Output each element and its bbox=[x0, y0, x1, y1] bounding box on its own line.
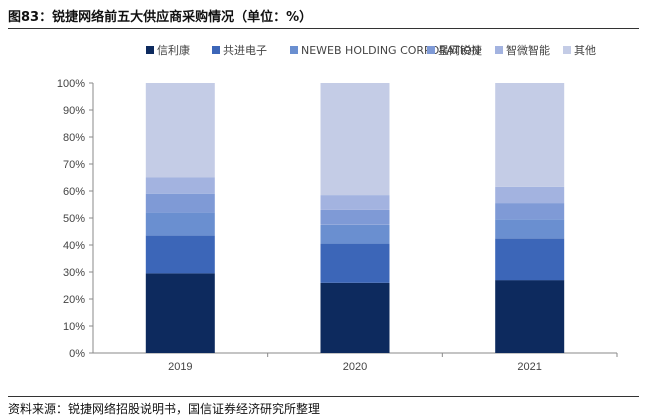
legend-swatch bbox=[290, 46, 298, 54]
bar-segment bbox=[320, 243, 390, 283]
legend-swatch bbox=[563, 46, 571, 54]
y-tick-label: 10% bbox=[63, 321, 85, 333]
y-tick-label: 100% bbox=[57, 78, 85, 90]
legend-swatch bbox=[427, 46, 435, 54]
legend-label: 智微智能 bbox=[506, 43, 550, 57]
bar-segment bbox=[320, 83, 390, 196]
chart-title: 图83：锐捷网络前五大供应商采购情况（单位：%） bbox=[8, 10, 313, 25]
y-tick-label: 60% bbox=[63, 186, 85, 198]
y-tick-label: 50% bbox=[63, 213, 85, 225]
bar-segment bbox=[495, 83, 565, 187]
y-tick-label: 30% bbox=[63, 267, 85, 279]
bar-segment bbox=[495, 219, 565, 239]
x-tick-label: 2021 bbox=[517, 361, 541, 373]
legend-swatch bbox=[146, 46, 154, 54]
legend-swatch bbox=[495, 46, 503, 54]
bar-segment bbox=[495, 203, 565, 220]
bar-segment bbox=[145, 235, 215, 274]
y-tick-label: 0% bbox=[69, 348, 85, 360]
y-tick-label: 80% bbox=[63, 132, 85, 144]
y-tick-label: 20% bbox=[63, 294, 85, 306]
y-tick-label: 70% bbox=[63, 159, 85, 171]
legend-label: NEWEB HOLDING CORPORATION bbox=[301, 44, 480, 57]
legend-label: 信利康 bbox=[157, 43, 190, 57]
bar-segment bbox=[145, 212, 215, 236]
legend-label: 星网锐捷 bbox=[438, 43, 482, 57]
legend-label: 其他 bbox=[574, 44, 596, 57]
bar-segment bbox=[320, 224, 390, 244]
source-divider bbox=[8, 396, 639, 397]
bar-segment bbox=[320, 195, 390, 210]
y-tick-label: 90% bbox=[63, 105, 85, 117]
source-note: 资料来源：锐捷网络招股说明书，国信证券经济研究所整理 bbox=[8, 402, 321, 416]
y-tick-label: 40% bbox=[63, 240, 85, 252]
legend-swatch bbox=[212, 46, 220, 54]
legend-label: 共进电子 bbox=[223, 44, 267, 57]
x-tick-label: 2019 bbox=[168, 361, 192, 373]
bar-segment bbox=[495, 238, 565, 281]
bar-segment bbox=[320, 282, 390, 353]
bar-segment bbox=[145, 83, 215, 178]
bar-segment bbox=[495, 186, 565, 204]
bar-segment bbox=[320, 209, 390, 225]
bar-segment bbox=[145, 273, 215, 353]
bar-segment bbox=[495, 280, 565, 353]
bar-segment bbox=[145, 177, 215, 194]
bar-segment bbox=[145, 193, 215, 213]
x-tick-label: 2020 bbox=[343, 361, 367, 373]
title-divider bbox=[8, 28, 639, 29]
